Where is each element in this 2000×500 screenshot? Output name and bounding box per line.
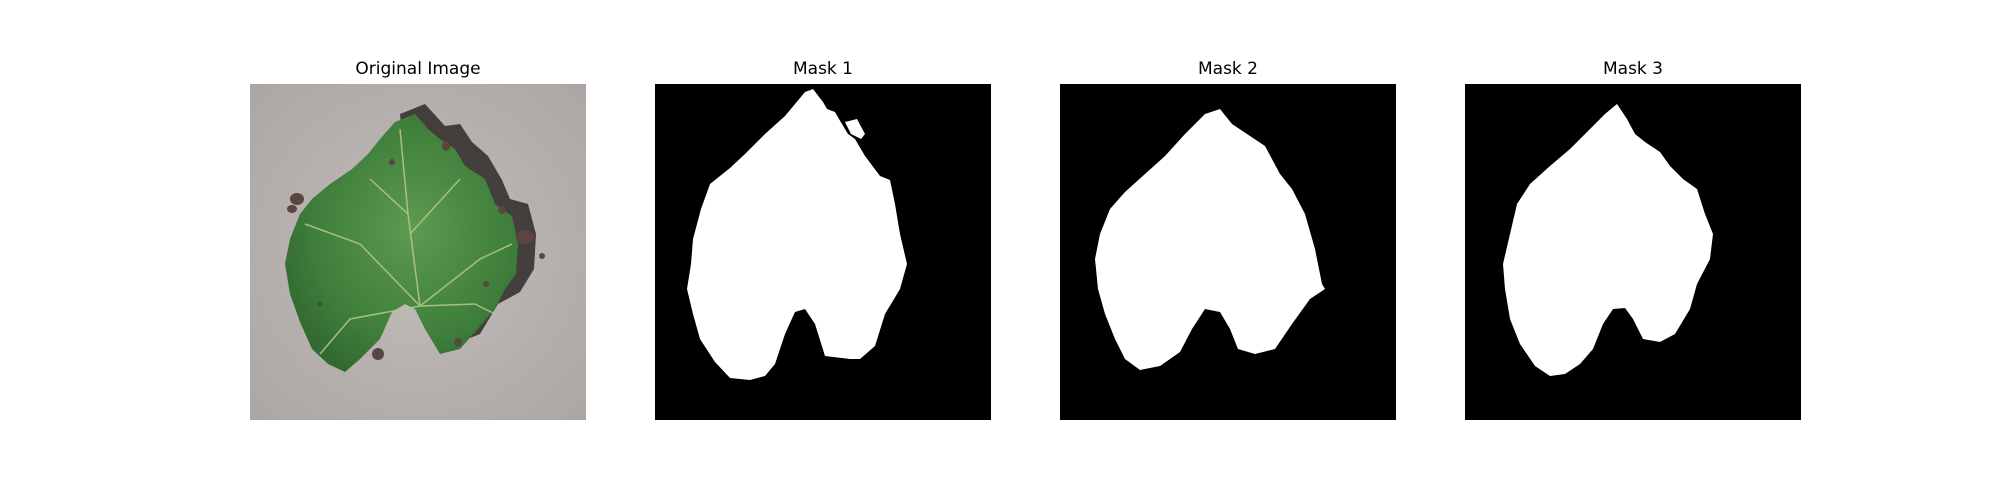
mask-foreground xyxy=(1095,109,1325,370)
mask-foreground xyxy=(1503,104,1713,376)
leaf-veins xyxy=(304,128,513,355)
panel-title-mask-2: Mask 2 xyxy=(1197,59,1258,79)
mask-fragment xyxy=(845,119,865,139)
panel-title-mask-3: Mask 3 xyxy=(1602,59,1663,79)
mask-1-image xyxy=(655,84,991,420)
mask-foreground xyxy=(687,89,907,380)
mask-3-image xyxy=(1465,84,1801,420)
panel-title-mask-1: Mask 1 xyxy=(792,59,853,79)
panel-title-original-image: Original Image xyxy=(355,59,481,79)
lesion-spots xyxy=(287,141,545,360)
leaf xyxy=(285,114,518,372)
mask-2-image xyxy=(1060,84,1396,420)
original-image xyxy=(250,84,586,420)
